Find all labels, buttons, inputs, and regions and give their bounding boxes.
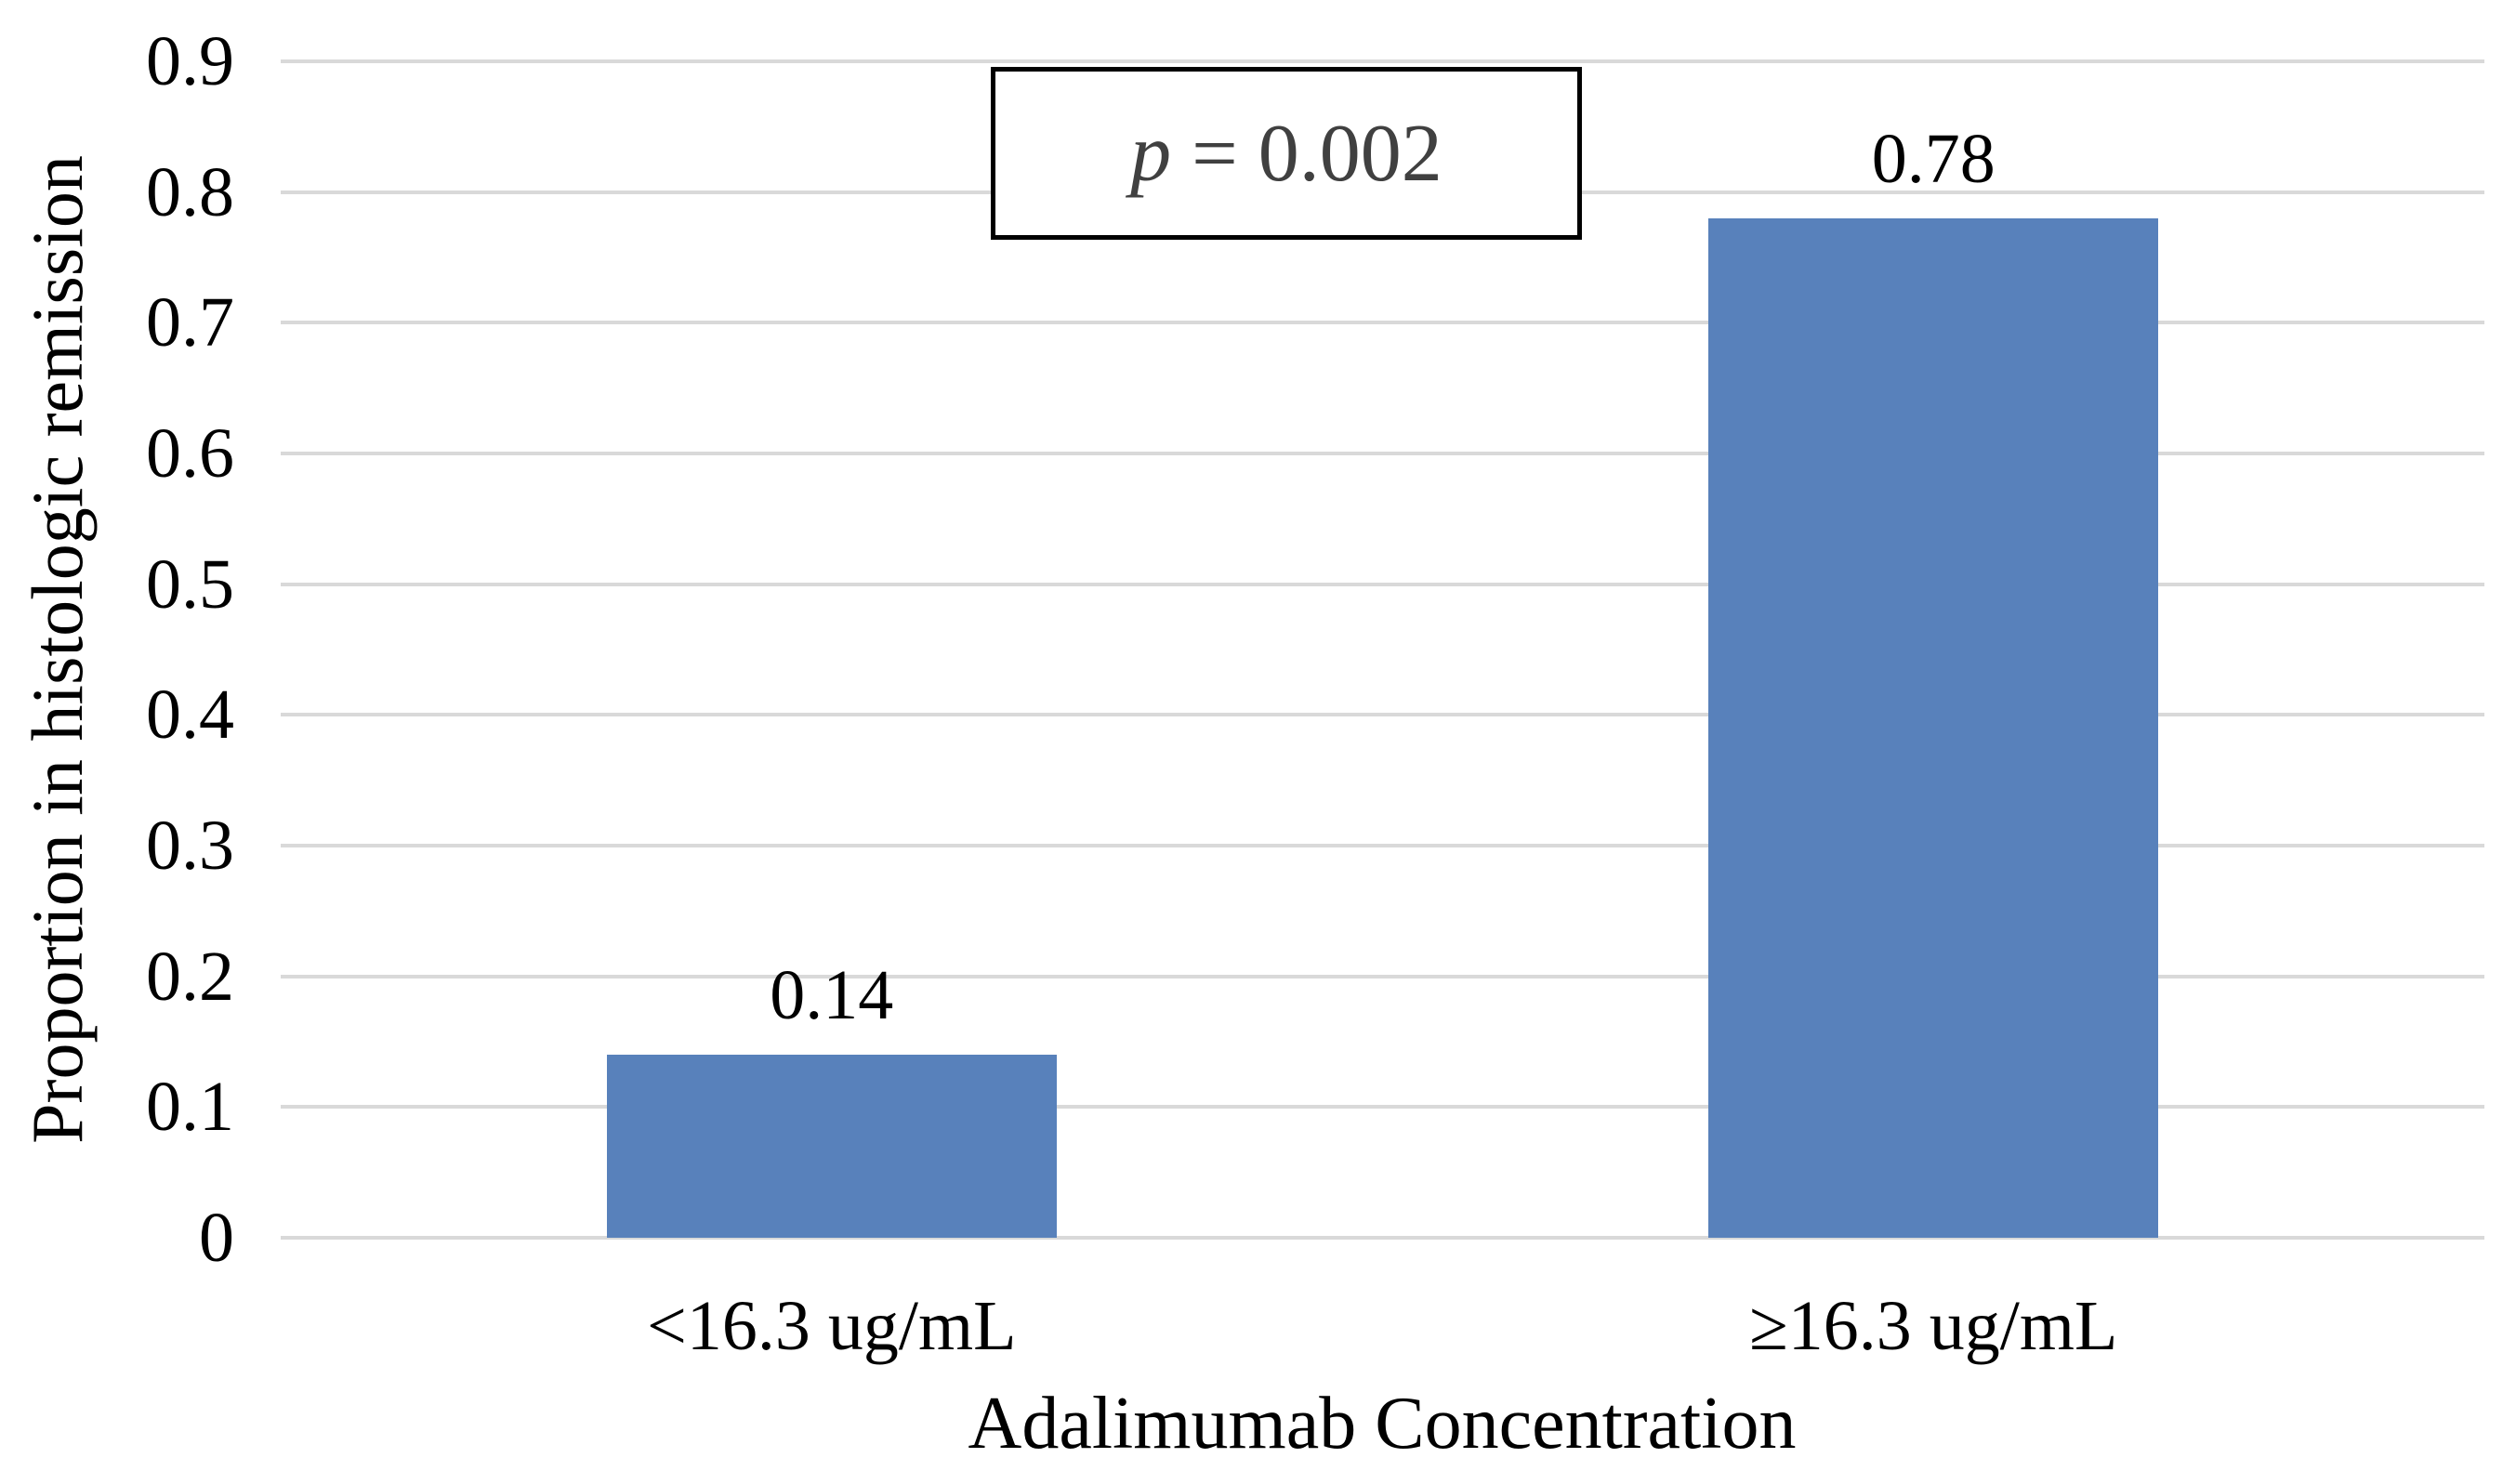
bar	[1708, 217, 2159, 1238]
p-value-rest: = 0.002	[1171, 108, 1442, 199]
bar	[606, 1055, 1057, 1238]
gridline	[281, 321, 2484, 325]
x-tick-label: <16.3 ug/mL	[646, 1287, 1017, 1365]
gridline	[281, 1236, 2484, 1240]
gridline	[281, 582, 2484, 586]
gridline	[281, 1105, 2484, 1110]
y-tick-label: 0.7	[146, 283, 234, 362]
p-value-variable: p	[1130, 108, 1172, 199]
y-tick-label: 0.3	[146, 807, 234, 885]
p-value-annotation-box: p = 0.002	[991, 67, 1582, 240]
y-tick-label: 0.9	[146, 22, 234, 100]
y-tick-label: 0.5	[146, 545, 234, 624]
x-tick-label: ≥16.3 ug/mL	[1749, 1287, 2118, 1365]
x-axis-title: Adalimumab Concentration	[968, 1383, 1797, 1464]
gridline	[281, 844, 2484, 847]
y-tick-label: 0	[199, 1199, 234, 1277]
gridline	[281, 59, 2484, 63]
gridline	[281, 713, 2484, 717]
bar-value-label: 0.14	[770, 956, 894, 1035]
y-tick-label: 0.2	[146, 937, 234, 1016]
y-tick-label: 0.1	[146, 1068, 234, 1147]
y-tick-label: 0.6	[146, 414, 234, 492]
gridline	[281, 452, 2484, 455]
gridline	[281, 974, 2484, 978]
y-tick-label: 0.4	[146, 676, 234, 755]
bar-value-label: 0.78	[1871, 119, 1996, 198]
y-tick-label: 0.8	[146, 152, 234, 231]
p-value-text: p = 0.002	[1130, 107, 1442, 201]
